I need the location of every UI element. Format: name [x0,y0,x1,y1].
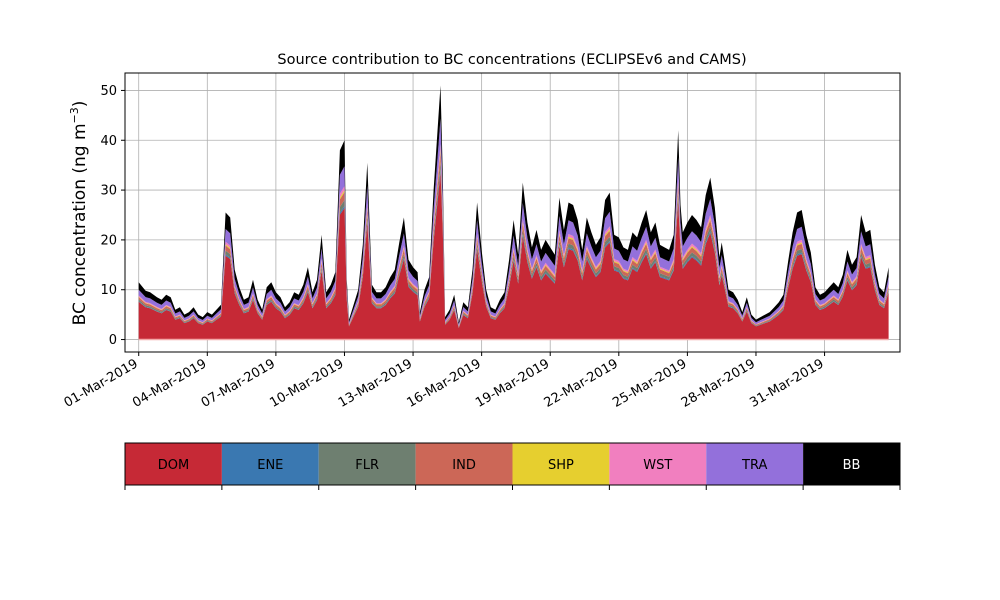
y-tick-label: 30 [100,184,117,199]
x-tick-label: 01-Mar-2019 [62,356,141,410]
legend-swatch-wst [609,443,707,485]
x-tick-label: 25-Mar-2019 [610,356,689,410]
legend-swatch-dom [125,443,222,485]
plot-frame [124,72,901,353]
legend-label-bb: BB [843,458,861,473]
x-tick-label: 28-Mar-2019 [679,356,758,410]
legend-swatch-tra [706,443,804,485]
x-tick-label: 19-Mar-2019 [473,356,552,410]
legend-label-dom: DOM [158,458,189,473]
x-tick-label: 10-Mar-2019 [267,356,346,410]
legend-label-shp: SHP [548,458,574,473]
x-tick-label: 31-Mar-2019 [747,356,826,410]
legend-label-wst: WST [643,458,672,473]
y-tick-label: 20 [100,233,117,248]
y-tick-label: 0 [109,333,117,348]
y-axis-label: BC concentration (ng m−3) [68,101,90,326]
x-tick-label: 04-Mar-2019 [130,356,209,410]
series-area-dom [138,171,889,340]
y-axis: 0 10 20 30 40 50 [100,84,125,348]
x-tick-label: 16-Mar-2019 [405,356,484,410]
legend-swatch-shp [512,443,610,485]
x-tick-label: 13-Mar-2019 [336,356,415,410]
x-tick-label: 22-Mar-2019 [542,356,621,410]
y-tick-label: 40 [100,134,117,149]
legend-swatch-flr [318,443,416,485]
legend-label-ene: ENE [257,458,283,473]
legend-label-ind: IND [452,458,476,473]
series-areas [138,85,889,341]
y-tick-label: 50 [100,84,117,99]
legend-colorbar: DOM ENE FLR IND SHP WST TRA BB [124,442,901,490]
legend-label-tra: TRA [741,458,767,473]
legend-swatch-bb [803,443,900,485]
x-tick-label: 07-Mar-2019 [199,356,278,410]
y-tick-label: 10 [100,283,117,298]
x-axis: 01-Mar-201904-Mar-201907-Mar-201910-Mar-… [62,352,827,411]
legend-swatch-ene [221,443,319,485]
legend-label-flr: FLR [355,458,379,473]
legend-swatch-ind [415,443,513,485]
chart-title: Source contribution to BC concentrations… [277,52,746,68]
